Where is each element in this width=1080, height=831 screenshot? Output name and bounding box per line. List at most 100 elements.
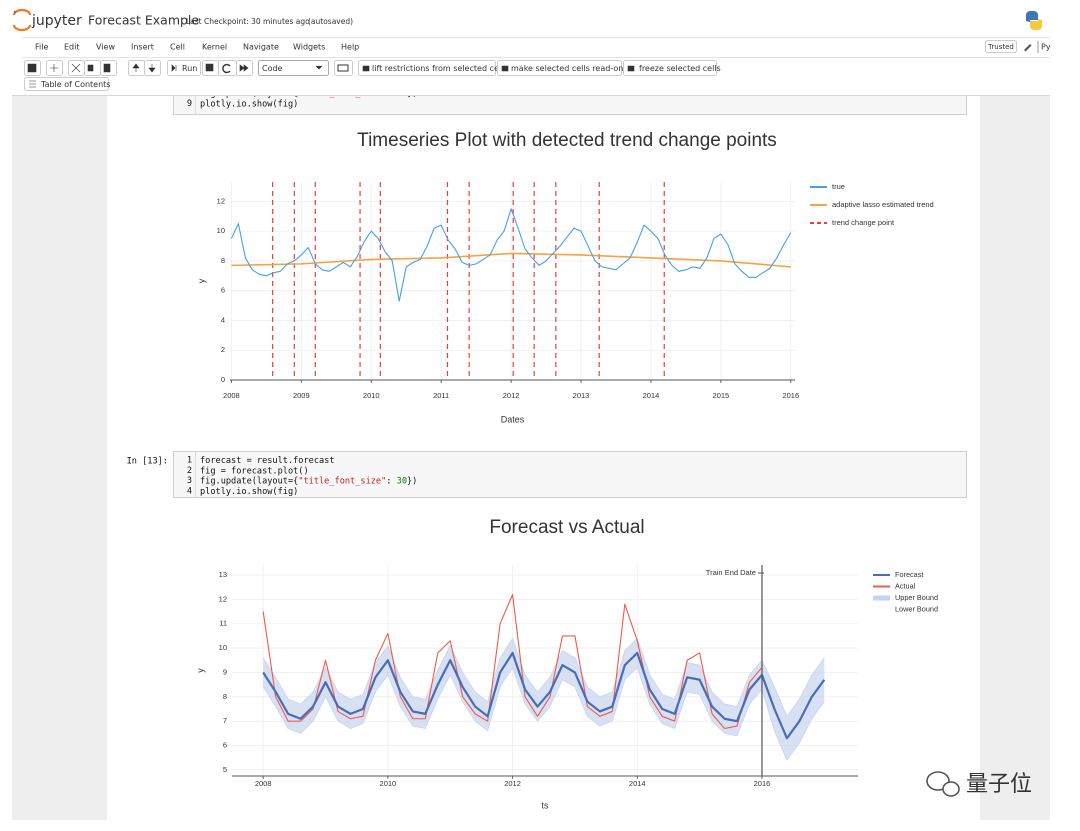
toolbar: Run Code lift restrictions from selected c… [24, 60, 721, 91]
code-token: "title_font_size" [298, 476, 386, 486]
toc-icon [29, 80, 36, 88]
extension-button[interactable] [497, 60, 622, 76]
plus-icon [50, 64, 58, 72]
y-tick-label: 4 [221, 315, 225, 324]
code-token: plotly.io.show(fig) [200, 99, 298, 109]
y-tick-label: 6 [223, 741, 227, 750]
keyboard-button[interactable] [334, 60, 353, 76]
legend-label: Upper Bound [895, 593, 938, 602]
watermark-text: 量子位 [966, 772, 1032, 797]
logo-arc-bottom [12, 24, 32, 32]
plots: 0 2 4 6 8 10 12 2008 2009 2010 2011 2012 2013 2014 201… [195, 130, 938, 810]
y-tick-label: 2 [221, 345, 225, 354]
y-axis-title: y [195, 668, 205, 673]
restart-button[interactable] [218, 60, 237, 76]
keyboard-icon [337, 64, 349, 72]
menu-item[interactable]: Widgets [293, 43, 325, 52]
extension-button[interactable] [623, 60, 717, 76]
stop-icon [205, 63, 214, 72]
x-tick-label: 2009 [293, 391, 310, 400]
x-tick-label: 2010 [380, 779, 397, 788]
line-number: 1 [187, 456, 192, 466]
cell-type-label: Code [262, 64, 283, 73]
code-token: fig = forecast.plot() [200, 466, 309, 476]
menu-item[interactable]: Navigate [243, 43, 279, 52]
up-icon [132, 63, 140, 72]
copy-icon [87, 64, 94, 72]
kernel-clip: Python 3 [1041, 43, 1050, 52]
code-token: plotly.io.show(fig) [200, 486, 298, 496]
y-tick-label: 12 [219, 594, 227, 603]
autosave-status: (autosaved) [308, 17, 353, 26]
chart-title: Timeseries Plot with detected trend chan… [357, 130, 777, 151]
menu-item[interactable]: Cell [170, 43, 185, 52]
toc-button[interactable] [24, 77, 109, 91]
cell-type-select[interactable] [258, 60, 329, 76]
legend-swatch [873, 595, 890, 601]
legend-label: true [832, 182, 845, 191]
code-token: forecast = result.forecast [200, 456, 335, 466]
logo-arc-top [12, 8, 32, 16]
y-tick-label: 7 [223, 716, 227, 725]
menu-bar: File Edit View Insert Cell Kernel Navigate Widg… [35, 43, 359, 52]
python-logo-yellow [1030, 19, 1042, 30]
lock-icon [362, 65, 370, 72]
cut-icon [71, 63, 81, 73]
series-line [262, 667, 825, 761]
extension-button-label: freeze selected cells [639, 64, 721, 73]
save-icon [27, 63, 37, 73]
cut-button[interactable] [68, 60, 85, 76]
y-tick-label: 0 [221, 375, 225, 384]
logo-dot [13, 10, 17, 14]
code-line: plotly.io.show(fig) [200, 486, 298, 496]
watermark-icon-small [942, 781, 960, 797]
y-tick-label: 10 [217, 226, 225, 235]
code-token: 30 [397, 476, 407, 486]
extension-button[interactable] [358, 60, 496, 76]
x-tick-label: 2010 [363, 391, 380, 400]
checkpoint-status: Last Checkpoint: 30 minutes ago [186, 17, 310, 26]
x-tick-label: 2014 [643, 391, 660, 400]
run-button[interactable] [167, 60, 201, 76]
x-tick-label: 2012 [504, 779, 521, 788]
jupyter-logo-icon [12, 8, 32, 32]
run-icon [171, 64, 177, 72]
line-number: 2 [187, 466, 192, 476]
menu-item[interactable]: Kernel [202, 43, 227, 52]
menu-item[interactable]: Edit [64, 43, 80, 52]
menu-item[interactable]: View [96, 43, 115, 52]
edit-icon[interactable] [1024, 44, 1032, 52]
menu-item[interactable]: Insert [131, 43, 154, 52]
line-number: 3 [187, 476, 192, 486]
code-line: fig = forecast.plot() [200, 466, 309, 476]
watermark-icon [926, 771, 950, 791]
jupyter-logo-text: jupyter [31, 13, 82, 29]
extension-button-label: make selected cells read-only [511, 64, 631, 73]
toc-label: Table of Contents [40, 80, 110, 89]
paste-icon [103, 63, 111, 73]
notebook-name[interactable]: Forecast Example [88, 13, 199, 28]
code-line: plotly.io.show(fig) [200, 99, 298, 109]
y-axis-title: y [196, 278, 206, 283]
legend-label: Forecast [895, 570, 923, 579]
series-line [262, 637, 825, 717]
restart-icon [222, 63, 231, 74]
code-token: fig.update(layout={ [200, 476, 298, 486]
menu-item[interactable]: File [35, 43, 48, 52]
trusted-badge[interactable] [985, 40, 1017, 53]
chart: 0 2 4 6 8 10 12 2008 2009 2010 2011 2012 2013 2014 201… [196, 130, 933, 424]
code-cell[interactable] [173, 451, 967, 498]
series-line [262, 651, 826, 740]
dropdown-arrow [315, 65, 323, 70]
series-line [231, 252, 791, 268]
y-tick-label: 8 [223, 692, 227, 701]
watermark: 量子位 [926, 771, 1032, 797]
chart-title: Forecast vs Actual [489, 517, 644, 538]
menu-item[interactable]: Help [341, 43, 359, 52]
y-tick-label: 5 [223, 765, 227, 774]
y-tick-label: 11 [219, 619, 227, 628]
x-tick-label: 2011 [433, 391, 449, 400]
